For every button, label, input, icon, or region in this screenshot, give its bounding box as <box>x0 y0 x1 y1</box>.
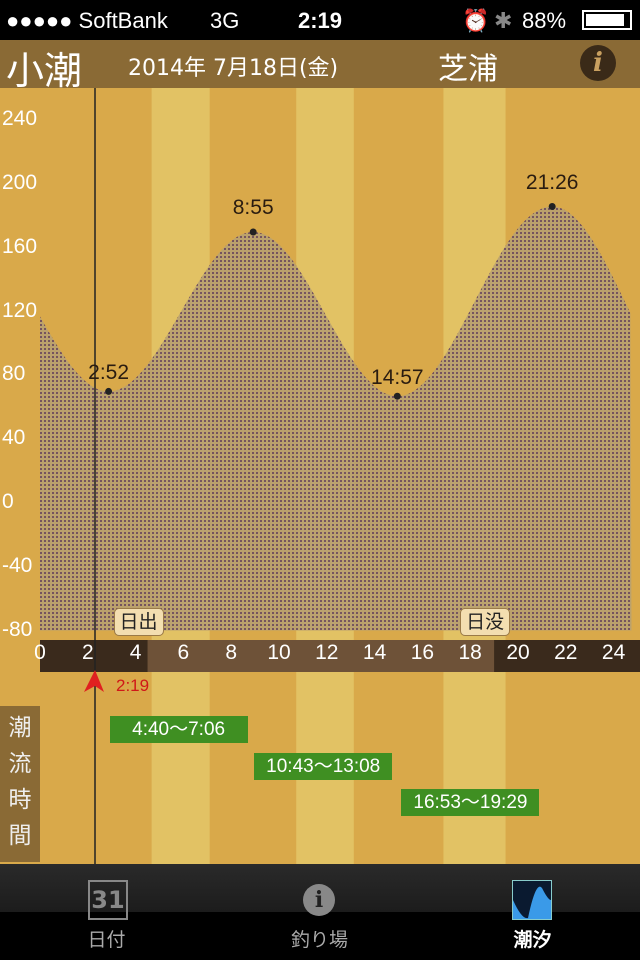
tab-label: 日付 <box>87 929 126 951</box>
tidal-current-label: 潮流時間 <box>0 706 40 862</box>
header: 小潮 2014年 7月18日(金) 芝浦 i <box>0 40 640 93</box>
sunset-label: 日没 <box>460 608 511 636</box>
tide-chart <box>40 88 640 864</box>
x-tick-label: 24 <box>601 641 626 664</box>
tab-label: 潮汐 <box>513 929 552 951</box>
y-tick-label: 200 <box>2 171 38 195</box>
info-icon: i <box>303 884 335 916</box>
tab-bar: 31 日付 i 釣り場 潮汐 <box>0 864 640 960</box>
x-tick-label: 14 <box>362 641 387 664</box>
extreme-label: 14:57 <box>371 366 424 390</box>
extreme-point <box>105 387 113 395</box>
y-tick-label: -80 <box>2 617 33 641</box>
x-tick-label: 8 <box>225 641 238 664</box>
current-time-marker-icon <box>84 670 104 692</box>
info-icon[interactable]: i <box>580 45 616 81</box>
location[interactable]: 芝浦 <box>438 52 498 87</box>
tidal-current-label-char: 間 <box>8 823 32 849</box>
y-tick-label: 120 <box>2 298 38 322</box>
tidal-current-label-char: 潮 <box>8 715 32 741</box>
x-tick-label: 16 <box>410 641 435 664</box>
carrier: ●●●●● SoftBank <box>6 8 168 33</box>
extreme-point <box>249 228 257 236</box>
tab-fishing-spot[interactable]: i 釣り場 <box>213 864 426 960</box>
status-bar: ●●●●● SoftBank 3G 2:19 ⏰ ✱ 88% <box>0 0 640 40</box>
x-tick-label: 0 <box>34 641 46 664</box>
tide-chart-area: 2:52 8:55 14:57 21:26 240 200 160 120 80 40 0 -40 -8… <box>0 88 640 864</box>
daylight-band <box>147 640 495 672</box>
tide-area <box>40 206 632 631</box>
tab-label: 釣り場 <box>290 929 348 951</box>
clock: 2:19 <box>298 8 343 33</box>
tab-tide[interactable]: 潮汐 <box>426 864 639 960</box>
tidal-current-period: 10:43〜13:08 <box>254 753 393 780</box>
tide-name: 小潮 <box>6 49 83 93</box>
date[interactable]: 2014年 7月18日(金) <box>128 56 339 81</box>
extreme-label: 21:26 <box>525 170 579 194</box>
extreme-label: 2:52 <box>88 361 130 385</box>
y-tick-label: -40 <box>2 553 33 577</box>
y-tick-label: 40 <box>2 426 26 450</box>
current-time-label: 2:19 <box>116 676 150 695</box>
tidal-current-period: 4:40〜7:06 <box>109 716 248 743</box>
tide-graph-icon <box>512 880 552 920</box>
y-tick-label: 240 <box>2 107 38 131</box>
battery-percent: 88% <box>522 8 567 33</box>
tidal-current-label-char: 流 <box>8 751 32 777</box>
bluetooth-icon: ✱ <box>494 8 513 33</box>
x-tick-label: 4 <box>129 641 142 664</box>
tidal-current-period: 16:53〜19:29 <box>401 789 540 816</box>
battery-icon <box>582 10 632 30</box>
tidal-current-label-char: 時 <box>8 787 32 813</box>
tab-date[interactable]: 31 日付 <box>0 864 213 960</box>
x-tick-label: 10 <box>267 641 291 664</box>
network: 3G <box>210 8 240 33</box>
y-tick-label: 160 <box>2 234 38 258</box>
x-tick-label: 2 <box>81 641 94 664</box>
alarm-icon: ⏰ <box>462 8 490 33</box>
x-tick-label: 20 <box>506 641 530 664</box>
extreme-label: 8:55 <box>232 196 274 220</box>
extreme-point <box>393 392 401 400</box>
x-tick-label: 12 <box>315 641 339 664</box>
y-tick-label: 80 <box>2 362 26 386</box>
x-tick-label: 18 <box>458 641 482 664</box>
x-tick-label: 22 <box>554 641 578 664</box>
calendar-icon: 31 <box>88 880 128 920</box>
y-tick-label: 0 <box>2 490 14 513</box>
sunrise-label: 日出 <box>113 608 164 636</box>
x-tick-label: 6 <box>177 641 190 664</box>
extreme-point <box>548 203 556 211</box>
